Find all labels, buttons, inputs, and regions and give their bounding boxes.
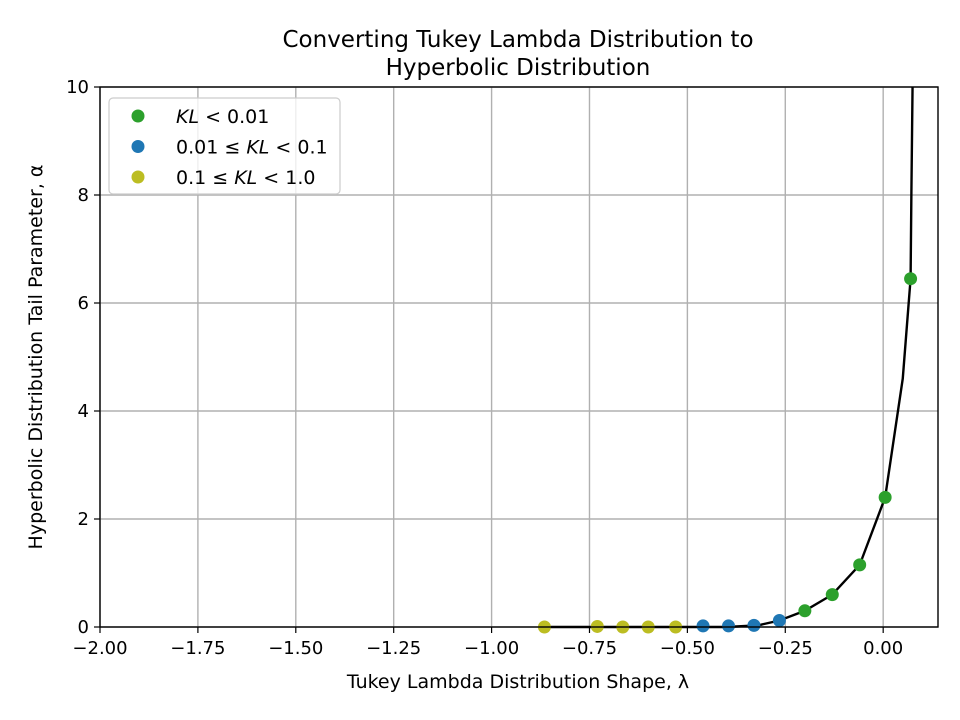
x-tick-label: −0.75 (562, 638, 617, 659)
chart-title-line-1: Converting Tukey Lambda Distribution to (282, 27, 753, 53)
data-point (853, 558, 867, 572)
legend-box (108, 97, 341, 195)
data-point (772, 614, 786, 628)
grid (99, 86, 938, 628)
x-tick-label: −0.50 (660, 638, 715, 659)
y-tick-label: 10 (66, 77, 89, 98)
data-point (696, 619, 710, 633)
y-axis-ticks: 0 2 4 6 8 10 (66, 77, 100, 638)
data-point (722, 619, 735, 633)
data-point (878, 490, 892, 504)
legend-entry-label: 0.1 ≤ KL < 1.0 (176, 167, 315, 189)
x-axis-label: Tukey Lambda Distribution Shape, λ (346, 671, 689, 693)
x-tick-label: −1.75 (170, 638, 225, 659)
legend-marker (131, 140, 145, 153)
y-tick-label: 0 (78, 617, 89, 638)
x-tick-label: 0.00 (863, 638, 903, 659)
x-axis-ticks: −2.00 −1.75 −1.50 −1.25 −1.00 −0.75 −0.50 −0.25… (72, 627, 903, 659)
x-tick-label: −1.50 (268, 638, 323, 659)
x-tick-label: −2.00 (72, 638, 127, 659)
plot-frame (99, 86, 939, 628)
chart-title-line-2: Hyperbolic Distribution (386, 55, 651, 81)
data-point (747, 618, 761, 632)
legend-marker (131, 170, 145, 184)
y-tick-label: 6 (78, 293, 89, 314)
legend-entry-label: 0.01 ≤ KL < 0.1 (176, 137, 328, 159)
fit-curve (544, 86, 914, 629)
y-axis-label: Hyperbolic Distribution Tail Parameter, … (25, 165, 47, 550)
x-tick-label: −1.00 (464, 638, 519, 659)
x-tick-label: −1.25 (366, 638, 421, 659)
y-tick-label: 8 (78, 185, 89, 206)
curve-layer (544, 86, 914, 629)
points-layer (537, 272, 918, 634)
legend: KL < 0.01 0.01 ≤ KL < 0.1 0.1 ≤ KL < 1.0 (108, 97, 341, 195)
legend-entry-label: KL < 0.01 (176, 106, 269, 128)
y-tick-label: 2 (78, 509, 89, 530)
data-point (825, 588, 839, 602)
y-tick-label: 4 (78, 401, 89, 422)
legend-marker (131, 109, 145, 123)
data-point (798, 604, 812, 618)
data-point (904, 272, 918, 286)
x-tick-label: −0.25 (758, 638, 813, 659)
